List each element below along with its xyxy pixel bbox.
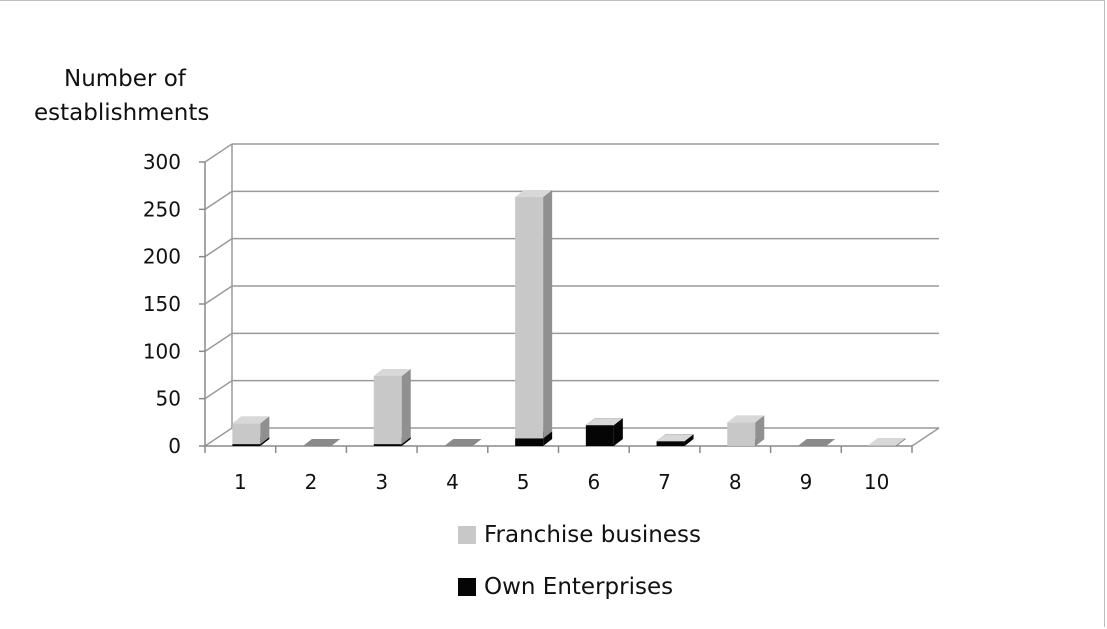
gridline-diagonal (204, 190, 233, 210)
y-tick-label: 50 (156, 387, 181, 411)
bar-side (543, 190, 553, 439)
bar-front (656, 441, 685, 446)
gridline-diagonal (204, 285, 233, 305)
bars (232, 190, 906, 446)
gridline-diagonal (204, 143, 233, 163)
bar-front (232, 444, 261, 446)
bar-side (543, 431, 553, 446)
bar-franchise-business-5 (515, 190, 553, 439)
x-tick-labels: 1 2 3 4 5 6 7 8 9 10 (234, 470, 889, 494)
x-tick-label: 1 (234, 470, 247, 494)
bar-top (232, 416, 270, 424)
bar-side (613, 418, 623, 446)
legend: Franchise business Own Enterprises (458, 522, 701, 626)
gridlines (204, 143, 940, 447)
y-axis-label: Number of establishments (34, 62, 244, 130)
bar-zero-cap-9 (797, 439, 835, 446)
bar-top (868, 438, 906, 446)
x-tick-label: 5 (517, 470, 530, 494)
gridline-diagonal (204, 238, 233, 258)
legend-item-own-enterprises: Own Enterprises (458, 574, 701, 600)
bar-side (401, 437, 411, 446)
gridline-diagonal (204, 427, 233, 447)
x-tick-label: 8 (729, 470, 742, 494)
bar-top (373, 368, 411, 376)
y-tick-label: 0 (168, 434, 181, 458)
bar-franchise-business-1 (232, 416, 270, 445)
bar-side (260, 437, 270, 446)
x-tick-label: 3 (375, 470, 388, 494)
bar-franchise-business-3 (373, 368, 411, 445)
legend-swatch-own-enterprises (458, 578, 476, 596)
bar-side (684, 434, 694, 446)
y-axis-label-line-2: establishments (34, 100, 210, 126)
y-tick-label: 200 (143, 245, 181, 269)
legend-label-own-enterprises: Own Enterprises (484, 574, 674, 600)
bar-top (656, 434, 694, 442)
bar-franchise-business-6 (585, 418, 623, 426)
axes (199, 161, 913, 453)
x-tick-label: 7 (658, 470, 671, 494)
bar-zero-cap-4 (444, 439, 482, 446)
bar-front (373, 444, 402, 446)
x-tick-label: 10 (864, 470, 889, 494)
legend-item-franchise-business: Franchise business (458, 522, 701, 548)
x-tick-label: 4 (446, 470, 459, 494)
legend-label-franchise-business: Franchise business (484, 522, 701, 548)
y-tick-label: 250 (143, 197, 181, 221)
bar-front (373, 375, 402, 445)
y-tick-labels: 0 50 100 150 200 250 300 (143, 150, 181, 458)
bar-side (260, 416, 270, 445)
bar-zero-cap-2 (303, 439, 341, 446)
bar-franchise-business-8 (727, 415, 765, 446)
y-tick-label: 100 (143, 339, 181, 363)
gridline-diagonal (204, 332, 233, 352)
x-tick-label: 2 (305, 470, 318, 494)
bar-side (896, 438, 906, 446)
bar-top (585, 418, 623, 426)
bar-front (585, 425, 614, 446)
bar-top (515, 190, 553, 198)
bar-front (868, 445, 897, 446)
bar-franchise-business-10 (868, 438, 906, 446)
x-tick-label: 6 (587, 470, 600, 494)
bar-franchise-business-7 (656, 434, 694, 442)
bar-front (727, 422, 756, 446)
x-tick-label: 9 (800, 470, 813, 494)
y-tick-label: 150 (143, 292, 181, 316)
gridline-diagonal (204, 380, 233, 400)
y-axis-label-line-1: Number of (64, 66, 186, 92)
bar-front (515, 197, 544, 439)
bar-front (232, 423, 261, 445)
bar-side (755, 415, 765, 446)
y-tick-label: 300 (143, 150, 181, 174)
legend-swatch-franchise-business (458, 526, 476, 544)
floor-edge (911, 427, 940, 447)
bar-side (401, 368, 411, 445)
bar-front (515, 438, 544, 446)
bar-top (727, 415, 765, 423)
